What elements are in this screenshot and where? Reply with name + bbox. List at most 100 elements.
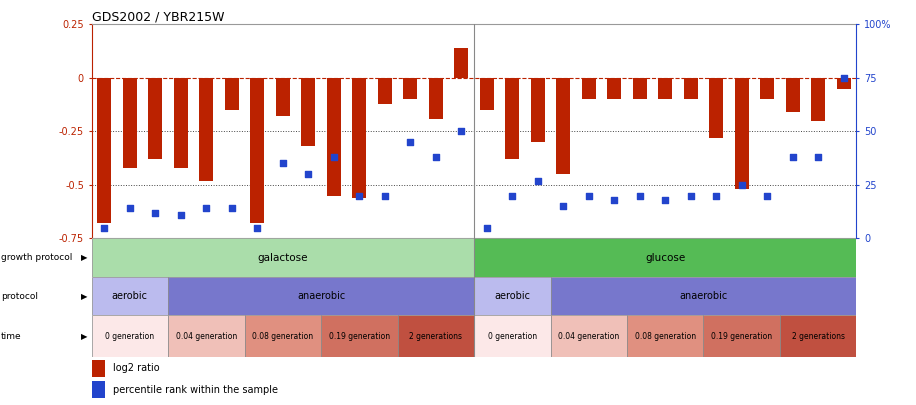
Text: 0.04 generation: 0.04 generation — [176, 332, 237, 341]
Point — [123, 205, 137, 212]
Bar — [659, 78, 672, 99]
Bar — [633, 78, 647, 99]
Bar — [92, 360, 105, 377]
Bar — [786, 78, 800, 112]
Bar — [377, 78, 392, 104]
Bar — [301, 78, 315, 146]
Bar — [506, 78, 519, 159]
Bar — [627, 315, 703, 357]
Bar — [556, 78, 571, 174]
Text: percentile rank within the sample: percentile rank within the sample — [113, 384, 278, 394]
Point — [658, 197, 672, 203]
Bar — [327, 78, 341, 196]
Text: 0.08 generation: 0.08 generation — [252, 332, 313, 341]
Bar — [92, 315, 169, 357]
Point — [301, 171, 316, 177]
Text: 0.04 generation: 0.04 generation — [558, 332, 619, 341]
Point — [760, 192, 775, 199]
Text: 0.19 generation: 0.19 generation — [711, 332, 772, 341]
Text: log2 ratio: log2 ratio — [113, 363, 159, 373]
Text: 0 generation: 0 generation — [487, 332, 537, 341]
Text: ▶: ▶ — [81, 332, 87, 341]
Point — [505, 192, 519, 199]
Point — [173, 212, 188, 218]
Point — [811, 154, 825, 160]
Bar — [403, 78, 418, 99]
Bar — [551, 315, 627, 357]
Bar — [474, 277, 551, 315]
Bar — [735, 78, 748, 189]
Bar — [123, 78, 136, 168]
Bar — [97, 78, 112, 224]
Text: aerobic: aerobic — [495, 291, 530, 301]
Point — [97, 224, 112, 231]
Point — [709, 192, 724, 199]
Bar — [683, 78, 698, 99]
Text: 0.08 generation: 0.08 generation — [635, 332, 696, 341]
Bar — [224, 78, 239, 110]
Point — [836, 75, 851, 81]
Bar — [551, 277, 856, 315]
Bar — [530, 78, 545, 142]
Text: ▶: ▶ — [81, 253, 87, 262]
Bar — [480, 78, 494, 110]
Bar — [92, 239, 474, 277]
Text: protocol: protocol — [1, 292, 38, 301]
Point — [148, 209, 163, 216]
Point — [632, 192, 647, 199]
Point — [326, 154, 341, 160]
Point — [530, 177, 545, 184]
Text: anaerobic: anaerobic — [297, 291, 345, 301]
Point — [785, 154, 800, 160]
Point — [683, 192, 698, 199]
Point — [454, 128, 469, 134]
Point — [735, 182, 749, 188]
Bar — [812, 78, 825, 121]
Point — [352, 192, 366, 199]
Point — [199, 205, 213, 212]
Point — [607, 197, 622, 203]
Point — [224, 205, 239, 212]
Bar — [276, 78, 289, 116]
Bar — [398, 315, 474, 357]
Text: ▶: ▶ — [81, 292, 87, 301]
Point — [403, 139, 418, 145]
Text: 0 generation: 0 generation — [105, 332, 155, 341]
Bar — [454, 48, 468, 78]
Bar — [474, 315, 551, 357]
Point — [377, 192, 392, 199]
Point — [429, 154, 443, 160]
Bar — [245, 315, 321, 357]
Bar — [250, 78, 265, 224]
Point — [250, 224, 265, 231]
Text: GDS2002 / YBR215W: GDS2002 / YBR215W — [92, 10, 224, 23]
Bar — [703, 315, 780, 357]
Bar — [709, 78, 724, 138]
Bar — [200, 78, 213, 181]
Point — [276, 160, 290, 167]
Point — [582, 192, 596, 199]
Bar — [148, 78, 162, 159]
Bar — [169, 277, 474, 315]
Bar — [321, 315, 398, 357]
Text: aerobic: aerobic — [112, 291, 147, 301]
Bar — [353, 78, 366, 198]
Bar — [836, 78, 851, 89]
Text: 2 generations: 2 generations — [791, 332, 845, 341]
Bar — [474, 239, 856, 277]
Bar — [174, 78, 188, 168]
Text: anaerobic: anaerobic — [680, 291, 727, 301]
Bar — [169, 315, 245, 357]
Point — [556, 203, 571, 209]
Bar — [429, 78, 442, 119]
Bar — [760, 78, 774, 99]
Text: 0.19 generation: 0.19 generation — [329, 332, 390, 341]
Text: growth protocol: growth protocol — [1, 253, 72, 262]
Bar — [607, 78, 621, 99]
Point — [479, 224, 494, 231]
Bar — [92, 381, 105, 398]
Bar — [780, 315, 856, 357]
Text: 2 generations: 2 generations — [409, 332, 463, 341]
Text: galactose: galactose — [257, 253, 308, 263]
Text: glucose: glucose — [645, 253, 685, 263]
